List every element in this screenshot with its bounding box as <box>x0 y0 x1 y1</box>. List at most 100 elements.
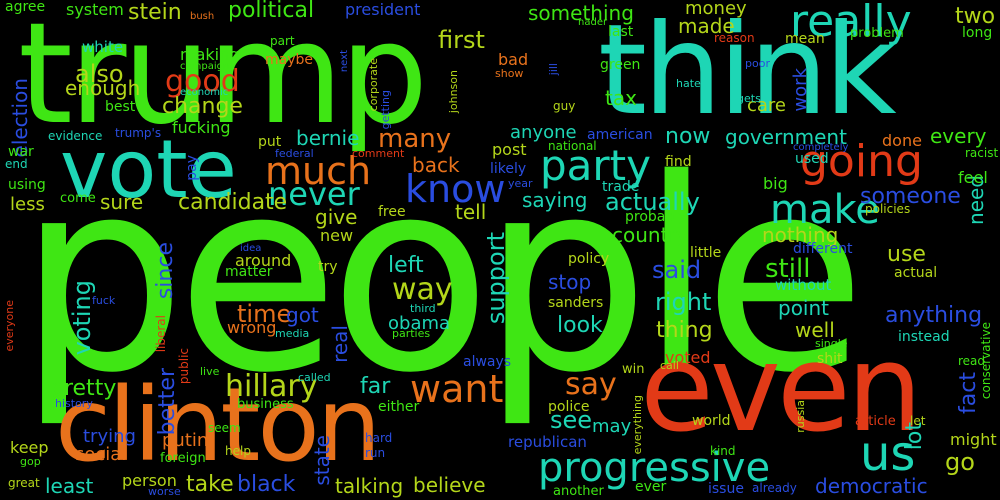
word-campaign: campaign <box>180 61 230 72</box>
word-part: part <box>270 34 295 48</box>
word-using: using <box>8 177 46 193</box>
word-liberal: liberal <box>154 315 168 353</box>
word-work: work <box>790 68 811 112</box>
word-police: police <box>548 399 590 415</box>
word-putin: putin <box>162 430 209 451</box>
word-read: read <box>958 354 986 368</box>
word-look: look <box>557 313 603 338</box>
word-reason: reason <box>714 31 755 45</box>
word-foreign: foreign <box>160 451 206 466</box>
word-make: make <box>770 187 880 233</box>
word-going: going <box>800 136 923 187</box>
word-agree: agree <box>5 0 46 15</box>
word-obama: obama <box>388 313 451 334</box>
word-used: used <box>795 151 829 167</box>
word-still: still <box>765 254 811 284</box>
word-since: since <box>153 242 178 300</box>
word-johnson: johnson <box>447 70 460 114</box>
word-instead: instead <box>898 329 950 345</box>
word-fact: fact <box>956 372 981 414</box>
word-now: now <box>665 124 711 149</box>
word-win: win <box>622 362 645 377</box>
word-take: take <box>186 472 234 497</box>
word-free: free <box>378 204 406 220</box>
word-stein: stein <box>128 0 182 25</box>
word-made: made <box>678 14 735 38</box>
word-use: use <box>887 242 926 267</box>
word-money: money <box>685 0 747 19</box>
word-try: try <box>318 259 338 275</box>
word-time: time <box>237 300 292 328</box>
word-bernie: bernie <box>296 126 360 150</box>
word-gop: gop <box>20 455 41 468</box>
word-put: put <box>258 134 282 150</box>
word-fuck: fuck <box>92 294 116 307</box>
word-year: year <box>508 177 533 190</box>
word-done: done <box>882 131 922 150</box>
word-conservative: conservative <box>979 322 993 400</box>
word-us: us <box>860 426 916 482</box>
word-either: either <box>378 399 420 415</box>
word-nader: nader <box>578 17 608 28</box>
word-business: business <box>237 397 294 412</box>
word-said: said <box>652 256 702 284</box>
word-democratic: democratic <box>815 474 928 498</box>
word-sanders: sanders <box>548 295 604 311</box>
word-bush: bush <box>190 11 215 22</box>
word-actual: actual <box>894 265 938 281</box>
word-poor: poor <box>745 57 770 70</box>
word-sure: sure <box>100 190 144 214</box>
word-long: long <box>962 25 993 41</box>
word-good: good <box>165 64 240 99</box>
word-probably: probably <box>625 209 687 225</box>
word-little: little <box>690 245 722 261</box>
word-guy: guy <box>553 99 576 113</box>
word-bad: bad <box>498 50 529 69</box>
word-less: less <box>10 194 45 215</box>
word-system: system <box>66 0 124 19</box>
word-show: show <box>495 67 524 80</box>
word-public: public <box>177 348 191 385</box>
word-talking: talking <box>335 474 404 498</box>
word-better: better <box>155 368 180 436</box>
word-point: point <box>778 296 830 320</box>
word-pretty: pretty <box>50 376 117 401</box>
word-worse: worse <box>148 485 181 498</box>
word-well: well <box>795 318 835 342</box>
word-making: making <box>180 45 240 64</box>
word-actually: actually <box>605 188 700 216</box>
word-vote: vote <box>60 123 237 216</box>
word-everything: everything <box>631 395 644 455</box>
word-world: world <box>692 413 731 429</box>
word-jill: jill <box>547 63 560 76</box>
word-post: post <box>492 140 527 159</box>
word-hillary: hillary <box>225 369 318 404</box>
word-thing: thing <box>656 318 713 343</box>
word-green: green <box>600 57 641 73</box>
word-stop: stop <box>548 270 592 294</box>
word-tax: tax <box>605 86 637 110</box>
word-maybe: maybe <box>265 52 314 68</box>
word-racist: racist <box>965 146 999 160</box>
word-let: let <box>910 414 926 428</box>
word-far: far <box>360 374 391 399</box>
word-called: called <box>298 371 331 384</box>
word-president: president <box>345 0 421 19</box>
word-saying: saying <box>522 188 588 212</box>
word-see: see <box>550 406 593 434</box>
word-ever: ever <box>635 479 667 495</box>
word-progressive: progressive <box>538 445 771 491</box>
word-social: social <box>75 444 127 465</box>
word-country: country <box>612 223 689 247</box>
word-evidence: evidence <box>48 129 103 143</box>
word-issue: issue <box>708 481 744 497</box>
word-way: way <box>392 272 453 307</box>
word-voting: voting <box>68 280 96 356</box>
word-never: never <box>268 175 360 213</box>
word-likely: likely <box>490 161 527 177</box>
word-republican: republican <box>508 433 587 451</box>
word-around: around <box>235 251 292 270</box>
word-different: different <box>793 241 853 257</box>
word-black: black <box>237 472 296 497</box>
